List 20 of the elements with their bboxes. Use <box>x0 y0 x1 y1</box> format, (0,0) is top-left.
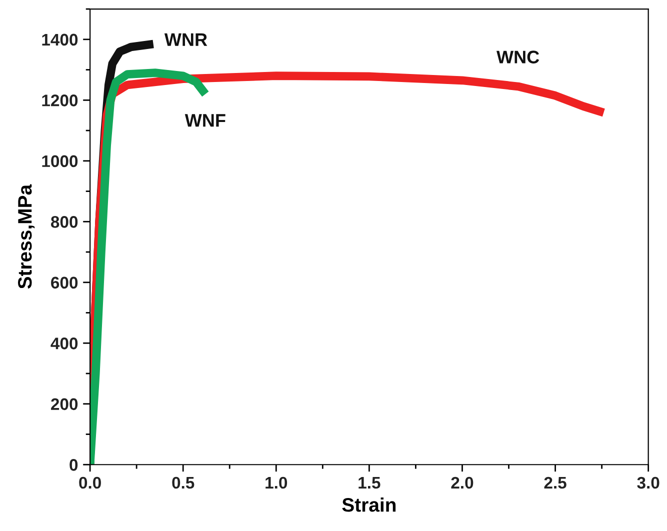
x-tick-label: 1.0 <box>266 476 288 489</box>
y-tick-label: 1000 <box>42 155 78 168</box>
y-tick-label: 1400 <box>42 34 78 46</box>
x-axis-title: Strain <box>342 498 396 512</box>
x-tick-label: 0.5 <box>172 476 194 489</box>
series-label: WNF <box>184 114 226 127</box>
x-tick-label: 2.5 <box>544 476 566 489</box>
x-tick-label: 3.0 <box>637 476 660 489</box>
x-tick-label: 0.0 <box>79 476 101 489</box>
y-tick-label: 1200 <box>42 94 78 106</box>
y-tick-label: 0 <box>70 459 78 471</box>
y-tick-label: 600 <box>51 276 78 289</box>
series-label: WNR <box>164 33 208 46</box>
x-tick-label: 2.0 <box>451 476 474 489</box>
series-label: WNC <box>496 50 540 64</box>
x-tick-label: 1.5 <box>358 477 380 489</box>
y-tick-label: 800 <box>50 216 78 228</box>
y-axis-title: Stress,MPa <box>18 184 35 289</box>
y-tick-label: 200 <box>51 398 78 410</box>
y-tick-label: 400 <box>50 338 78 350</box>
